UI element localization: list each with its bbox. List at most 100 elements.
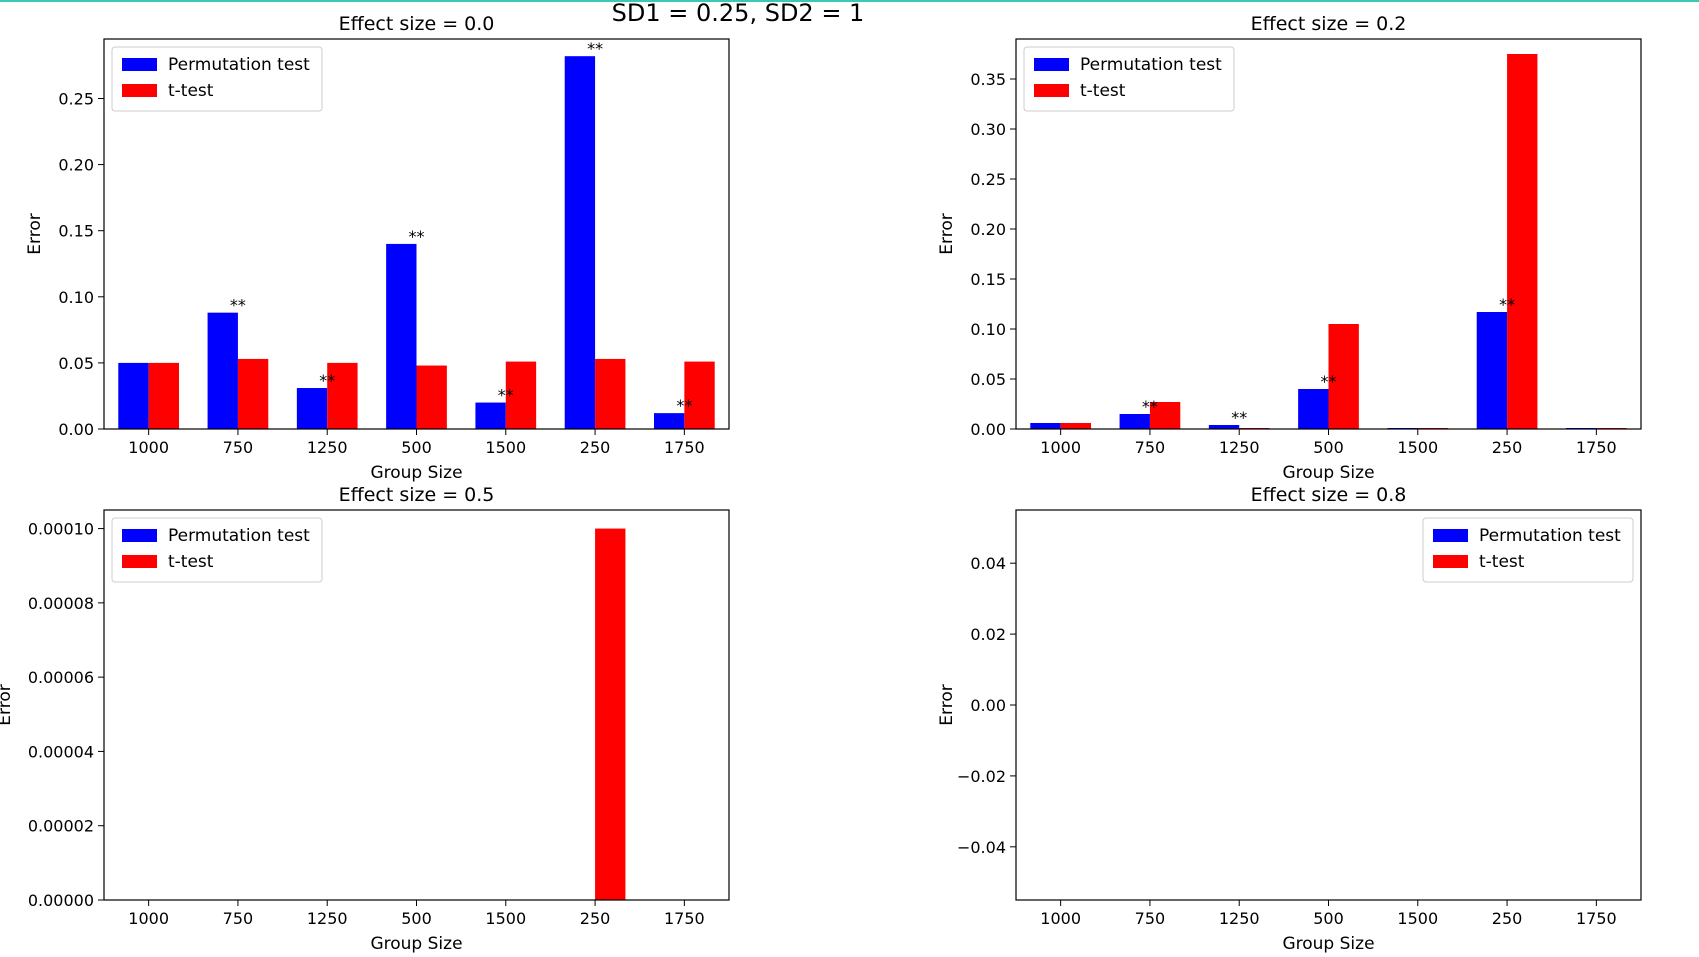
y-tick-label: 0.05	[58, 354, 94, 373]
x-tick-label: 750	[223, 909, 254, 928]
bar-ttest-250	[1507, 54, 1538, 429]
y-axis-label: Error	[937, 213, 957, 254]
y-tick-label: −0.04	[957, 838, 1006, 857]
significance-marker: **	[319, 371, 335, 390]
subplot-title: Effect size = 0.2	[1251, 13, 1407, 35]
y-tick-label: 0.05	[970, 370, 1006, 389]
y-tick-label: 0.25	[970, 170, 1006, 189]
y-tick-label: 0.00	[970, 420, 1006, 439]
bar-ttest-1000	[1060, 423, 1091, 429]
x-tick-label: 750	[1135, 909, 1166, 928]
legend-swatch-ttest	[122, 555, 157, 568]
x-tick-label: 250	[580, 438, 611, 457]
legend-box	[111, 517, 323, 583]
series-t-test	[1060, 54, 1627, 429]
legend-swatch-permutation	[122, 529, 157, 542]
y-tick-label: 0.20	[970, 220, 1006, 239]
significance-marker: **	[1231, 408, 1247, 427]
legend: Permutation test t-test	[1023, 46, 1235, 112]
subplot-title: Effect size = 0.8	[1251, 484, 1407, 506]
y-tick-label: −0.02	[957, 767, 1006, 786]
series-permutation-test	[118, 56, 685, 430]
bar-ttest-1000	[148, 362, 179, 429]
subplot-2: ** ** ** ** 1000 750 1250 500 1500 250 1750 0.00 0.0…	[937, 13, 1642, 483]
x-axis-label: Group Size	[1282, 463, 1374, 483]
legend-swatch-permutation	[1034, 58, 1069, 71]
bar-ttest-1250	[327, 362, 358, 429]
bar-ttest-750	[237, 358, 269, 429]
x-tick-label: 1250	[307, 909, 348, 928]
significance-marker: **	[230, 296, 246, 315]
x-tick-label: 1750	[664, 438, 705, 457]
series-t-test	[148, 358, 715, 429]
x-axis-label: Group Size	[370, 463, 462, 483]
legend: Permutation test t-test	[1422, 517, 1634, 583]
x-tick-label: 500	[1313, 438, 1344, 457]
x-tick-label: 1500	[485, 438, 526, 457]
x-axis-label: Group Size	[370, 934, 462, 954]
legend-label-ttest: t-test	[1080, 81, 1126, 101]
y-tick-label: 0.00	[970, 696, 1006, 715]
significance-marker: **	[1142, 397, 1158, 416]
legend-label-ttest: t-test	[1479, 552, 1525, 572]
y-axis-label: Error	[937, 684, 957, 725]
significance-marker: **	[676, 396, 692, 415]
x-tick-label: 1250	[307, 438, 348, 457]
x-tick-label: 1250	[1219, 438, 1260, 457]
y-tick-label: 0.15	[970, 270, 1006, 289]
legend: Permutation test t-test	[111, 46, 323, 112]
subplot-1: ** ** ** ** ** ** 1000 750 1250 500 1500 250 1750 0.0…	[25, 13, 730, 483]
legend-swatch-ttest	[1433, 555, 1468, 568]
subplot-title: Effect size = 0.5	[339, 484, 495, 506]
bar-ttest-500	[1328, 324, 1359, 429]
y-axis-label: Error	[0, 684, 15, 725]
bar-ttest-250	[595, 358, 626, 429]
significance-marker: **	[498, 386, 514, 405]
x-tick-label: 1750	[664, 909, 705, 928]
bar-permutation-500	[386, 243, 417, 429]
y-axis-label: Error	[25, 213, 45, 254]
y-tick-label: 0.00008	[28, 594, 94, 613]
bar-permutation-1500	[475, 402, 506, 429]
x-tick-label: 1000	[1040, 438, 1081, 457]
bar-permutation-1750	[654, 413, 685, 429]
x-axis-label: Group Size	[1282, 934, 1374, 954]
x-tick-label: 250	[580, 909, 611, 928]
bar-ttest-500	[416, 365, 447, 429]
y-tick-label: 0.15	[58, 222, 94, 241]
y-tick-label: 0.00006	[28, 668, 94, 687]
y-tick-label: 0.00000	[28, 891, 94, 910]
bar-ttest-750	[1149, 402, 1181, 429]
legend-box	[1422, 517, 1634, 583]
y-tick-label: 0.30	[970, 120, 1006, 139]
y-tick-label: 0.00004	[28, 742, 94, 761]
x-tick-label: 1500	[485, 909, 526, 928]
x-tick-label: 1750	[1576, 438, 1617, 457]
x-tick-label: 500	[401, 438, 432, 457]
x-tick-label: 250	[1492, 438, 1523, 457]
y-tick-label: 0.00010	[28, 520, 94, 539]
x-tick-label: 1500	[1397, 909, 1438, 928]
series-t-test	[595, 528, 626, 900]
subplot-3: 1000 750 1250 500 1500 250 1750 0.00000 0.00002 0…	[0, 484, 730, 954]
y-tick-label: 0.20	[58, 156, 94, 175]
x-tick-label: 750	[223, 438, 254, 457]
y-tick-label: 0.02	[970, 625, 1006, 644]
legend-swatch-permutation	[122, 58, 157, 71]
bar-permutation-1250	[1208, 425, 1240, 429]
x-tick-label: 500	[1313, 909, 1344, 928]
bar-permutation-750	[1119, 414, 1150, 429]
subplot-4: 1000 750 1250 500 1500 250 1750 −0.04 −0.02 0.00 0…	[937, 484, 1642, 954]
x-tick-label: 1750	[1576, 909, 1617, 928]
legend-swatch-permutation	[1433, 529, 1468, 542]
figure-title: SD1 = 0.25, SD2 = 1	[612, 0, 865, 27]
bar-permutation-500	[1298, 389, 1329, 429]
x-tick-label: 1500	[1397, 438, 1438, 457]
window-top-border	[0, 0, 1699, 2]
legend-swatch-ttest	[122, 84, 157, 97]
x-tick-label: 250	[1492, 909, 1523, 928]
y-tick-label: 0.35	[970, 70, 1006, 89]
legend-label-permutation: Permutation test	[168, 55, 310, 75]
y-tick-label: 0.10	[58, 288, 94, 307]
